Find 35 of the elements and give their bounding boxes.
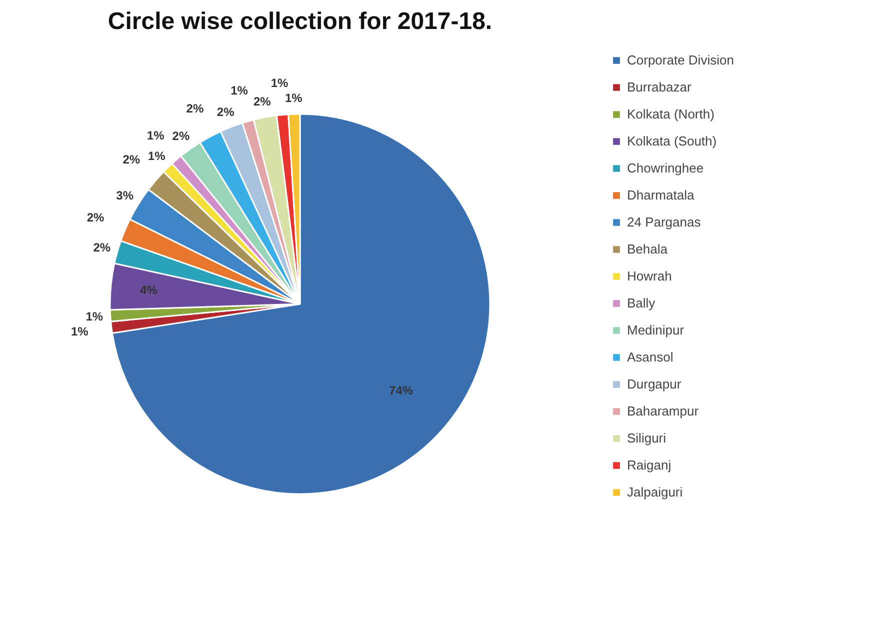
- legend-label: Baharampur: [627, 404, 700, 418]
- data-label: 3%: [116, 188, 134, 203]
- data-label: 1%: [71, 324, 89, 338]
- legend-label: Jalpaiguri: [627, 484, 683, 500]
- data-label: 2%: [93, 240, 111, 255]
- legend-label: Dharmatala: [627, 188, 695, 202]
- data-label: 2%: [186, 101, 204, 116]
- data-label: 4%: [140, 282, 158, 297]
- legend-label: Kolkata (South): [627, 134, 717, 148]
- chart-title: Circle wise collection for 2017-18.: [108, 8, 492, 35]
- data-label: 1%: [148, 149, 166, 164]
- legend-label: Durgapur: [627, 376, 682, 392]
- data-label: 1%: [270, 76, 289, 90]
- legend-label: Corporate Division: [627, 52, 734, 68]
- legend-label: Howrah: [627, 268, 672, 284]
- data-label: 2%: [172, 128, 190, 143]
- legend-label: 24 Parganas: [627, 214, 702, 230]
- data-label: 1%: [146, 128, 165, 142]
- legend-label: Medinipur: [627, 322, 685, 338]
- data-label: 1%: [86, 310, 104, 324]
- legend-label: Burrabazar: [627, 80, 692, 94]
- legend-label: Chowringhee: [627, 160, 704, 176]
- legend-label: Bally: [627, 296, 656, 310]
- data-label: 2%: [122, 152, 140, 167]
- data-label: 2%: [86, 210, 105, 224]
- data-label: 2%: [216, 104, 235, 119]
- legend-label: Behala: [627, 242, 668, 256]
- legend-label: Asansol: [627, 350, 674, 364]
- data-label: 1%: [284, 91, 303, 106]
- legend-label: Raiganj: [627, 458, 672, 472]
- data-label: 74%: [388, 384, 414, 398]
- data-label: 1%: [230, 83, 248, 98]
- data-label: 2%: [253, 94, 272, 109]
- legend-label: Kolkata (North): [627, 106, 714, 122]
- legend-label: Siliguri: [627, 430, 666, 446]
